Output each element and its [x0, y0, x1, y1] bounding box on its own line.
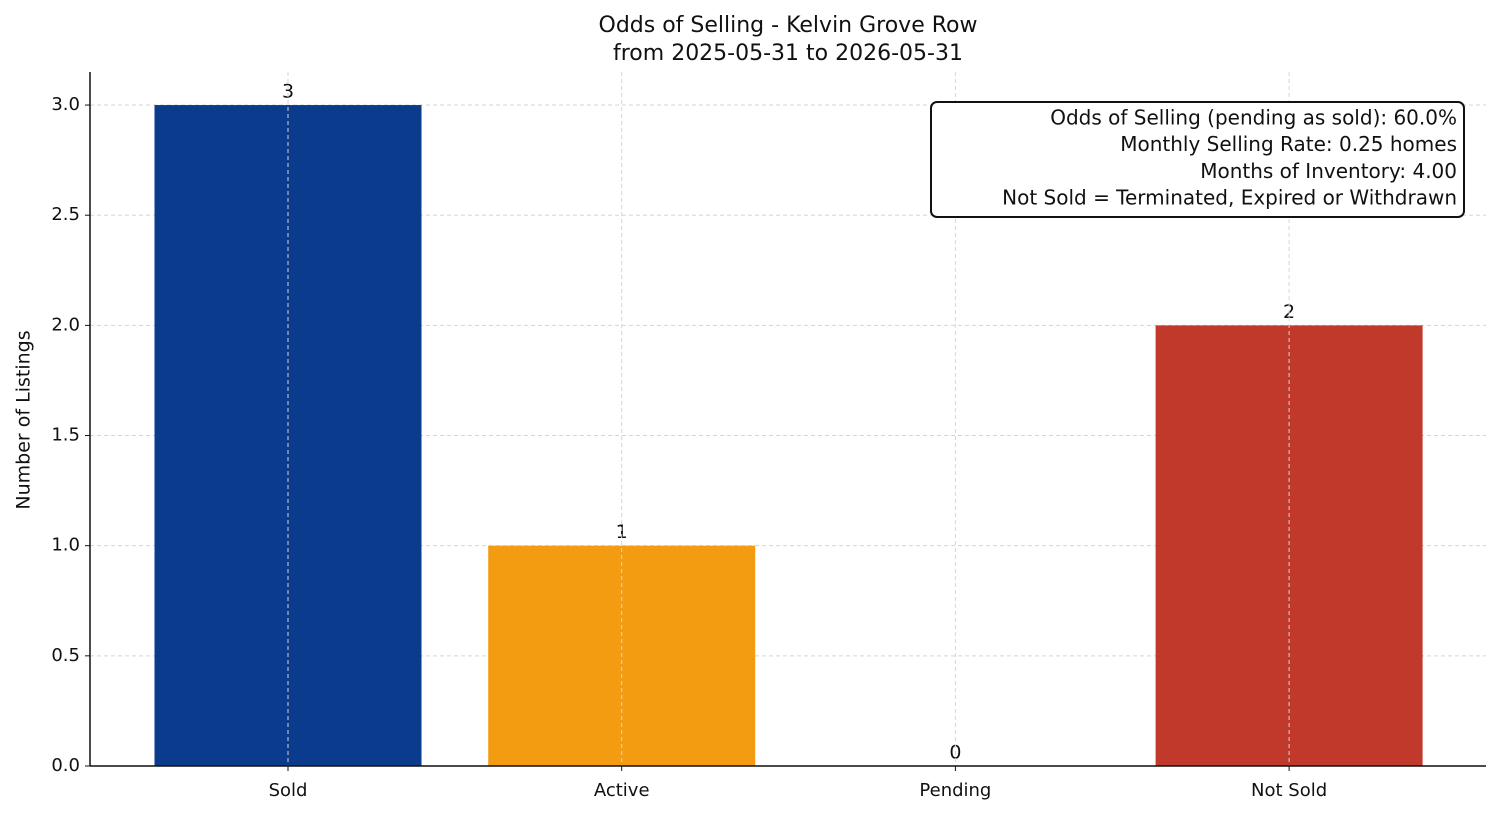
y-tick-label: 2.0: [51, 314, 80, 335]
x-tick-label: Sold: [269, 780, 308, 801]
x-tick-label: Not Sold: [1251, 780, 1327, 801]
x-tick-label: Pending: [919, 780, 991, 801]
chart-subtitle: from 2025-05-31 to 2026-05-31: [613, 41, 963, 66]
value-label: 1: [616, 521, 628, 543]
annotation-text: Not Sold = Terminated, Expired or Withdr…: [1002, 186, 1457, 210]
x-tick-label: Active: [594, 780, 650, 801]
bar: [1155, 325, 1423, 766]
y-tick-label: 0.0: [51, 755, 80, 776]
y-tick-label: 1.0: [51, 535, 80, 556]
chart-title: Odds of Selling - Kelvin Grove Row: [599, 13, 978, 38]
y-tick-label: 0.5: [51, 645, 80, 666]
annotation-box: [930, 101, 1465, 218]
annotation-text: Odds of Selling (pending as sold): 60.0%: [1050, 106, 1457, 130]
y-tick-label: 3.0: [51, 94, 80, 115]
value-label: 3: [282, 81, 294, 103]
bar: [154, 105, 422, 767]
y-tick-label: 2.5: [51, 204, 80, 225]
y-axis-label: Number of Listings: [13, 330, 35, 509]
y-tick-label: 1.5: [51, 425, 80, 446]
annotation-text: Monthly Selling Rate: 0.25 homes: [1120, 132, 1457, 156]
annotation-text: Months of Inventory: 4.00: [1200, 159, 1457, 183]
